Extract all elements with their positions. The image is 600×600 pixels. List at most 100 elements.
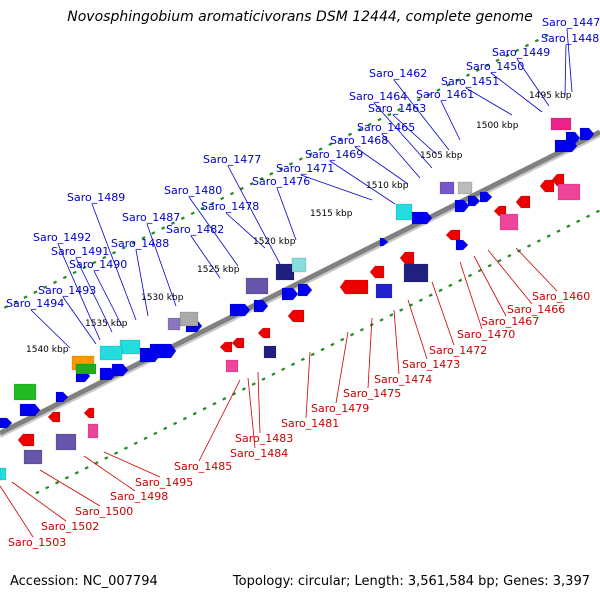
top-gene-label: Saro_1462 — [369, 67, 427, 80]
bottom-scale-tick — [84, 466, 89, 470]
bottom-gene-label: Saro_1474 — [374, 373, 432, 386]
cyan-gene-box — [0, 467, 7, 481]
pink-gene-box — [550, 117, 572, 131]
bottom-scale-tick — [261, 377, 266, 381]
reverse-gene-arrow — [83, 407, 95, 419]
bottom-gene-label: Saro_1503 — [8, 536, 66, 549]
kbp-scale-label: 1495 kbp — [529, 91, 572, 101]
forward-gene-arrow — [379, 237, 389, 247]
top-scale-tick — [170, 221, 176, 225]
top-scale-tick — [220, 196, 225, 201]
navy-gene-box — [263, 345, 277, 359]
top-gene-label: Saro_1471 — [276, 162, 334, 175]
top-scale-tick — [13, 300, 18, 304]
bottom-scale-tick — [418, 298, 423, 302]
bottom-scale-tick — [448, 283, 453, 288]
bottom-scale-tick — [526, 244, 532, 248]
reverse-gene-arrow — [399, 251, 415, 265]
top-scale-tick — [210, 201, 215, 206]
top-scale-tick — [33, 290, 38, 294]
top-gene-leader — [564, 44, 567, 96]
accession-text: Accession: NC_007794 — [10, 574, 158, 589]
purple-gene-box — [245, 277, 269, 295]
top-gene-label: Saro_1449 — [492, 46, 550, 59]
top-scale-tick — [62, 275, 67, 280]
bottom-scale-tick — [399, 308, 404, 312]
top-gene-leader — [490, 72, 543, 113]
bottom-scale-tick — [104, 456, 109, 460]
bottom-scale-tick — [556, 229, 561, 233]
reverse-gene-arrow — [219, 341, 233, 353]
top-gene-label: Saro_1478 — [201, 200, 259, 213]
bottom-scale-tick — [320, 347, 325, 352]
blue-gene-box — [375, 283, 393, 299]
top-scale-tick — [426, 93, 431, 97]
bottom-gene-leader — [247, 377, 256, 449]
top-gene-leader — [300, 174, 373, 201]
top-gene-leader — [225, 212, 266, 249]
top-gene-leader — [188, 196, 239, 267]
bottom-scale-tick — [477, 268, 482, 273]
top-gene-leader — [146, 223, 177, 307]
bottom-scale-tick — [202, 406, 207, 411]
reverse-gene-arrow — [515, 195, 531, 209]
bottom-scale-tick — [438, 288, 443, 293]
top-scale-tick — [151, 231, 156, 235]
bottom-scale-tick — [123, 446, 128, 450]
top-gene-label: Saro_1463 — [368, 102, 426, 115]
bottom-scale-tick — [222, 397, 227, 401]
top-scale-tick — [524, 43, 530, 48]
bottom-gene-label: Saro_1502 — [41, 520, 99, 533]
bottom-scale-tick — [173, 421, 178, 426]
bottom-gene-label: Saro_1481 — [281, 417, 339, 430]
bottom-scale-tick — [576, 219, 581, 224]
bottom-gene-label: Saro_1475 — [343, 387, 401, 400]
bottom-scale-tick — [546, 234, 551, 238]
bottom-gene-leader — [487, 249, 533, 305]
top-gene-leader — [373, 102, 433, 169]
top-scale-tick — [505, 53, 510, 58]
pink-gene-box — [557, 183, 581, 201]
top-scale-tick — [308, 152, 313, 156]
top-gene-leader — [329, 160, 396, 205]
top-gene-leader — [440, 100, 461, 141]
top-scale-tick — [357, 127, 362, 132]
kbp-scale-label: 1505 kbp — [420, 151, 463, 161]
bottom-scale-tick — [467, 273, 473, 278]
forward-gene-arrow — [139, 347, 161, 363]
kbp-scale-label: 1535 kbp — [85, 319, 128, 329]
bottom-gene-label: Saro_1495 — [135, 476, 193, 489]
top-gene-leader — [75, 257, 113, 333]
map-title: Novosphingobium aromaticivorans DSM 1244… — [67, 9, 533, 25]
top-gene-label: Saro_1490 — [69, 258, 127, 271]
bottom-scale-tick — [379, 318, 384, 322]
top-scale-tick — [475, 68, 480, 72]
top-gene-leader — [276, 187, 297, 241]
bottom-scale-tick — [290, 362, 296, 367]
bottom-scale-tick — [45, 485, 50, 490]
bottom-scale-tick — [458, 278, 463, 283]
top-gene-label: Saro_1491 — [51, 245, 109, 258]
reverse-gene-arrow — [257, 327, 271, 339]
cyan-gene-box — [291, 257, 307, 273]
bottom-scale-tick — [182, 416, 187, 421]
top-gene-leader — [93, 270, 123, 327]
forward-gene-arrow — [297, 283, 313, 297]
bottom-scale-tick — [143, 436, 148, 441]
top-scale-tick — [43, 285, 48, 290]
bottom-scale-tick — [163, 426, 168, 431]
purple-gene-box — [55, 433, 77, 451]
top-scale-tick — [465, 73, 471, 77]
top-scale-tick — [229, 191, 235, 196]
top-gene-label: Saro_1451 — [441, 75, 499, 88]
top-scale-tick — [367, 122, 372, 127]
green-gene-box — [13, 383, 37, 401]
bottom-gene-label: Saro_1500 — [75, 505, 133, 518]
top-scale-tick — [338, 137, 343, 142]
top-scale-tick — [406, 102, 412, 107]
top-gene-label: Saro_1477 — [203, 153, 261, 166]
bottom-gene-label: Saro_1460 — [532, 290, 590, 303]
forward-gene-arrow — [411, 211, 433, 225]
top-gene-leader — [62, 296, 97, 345]
top-scale-tick — [131, 241, 136, 245]
